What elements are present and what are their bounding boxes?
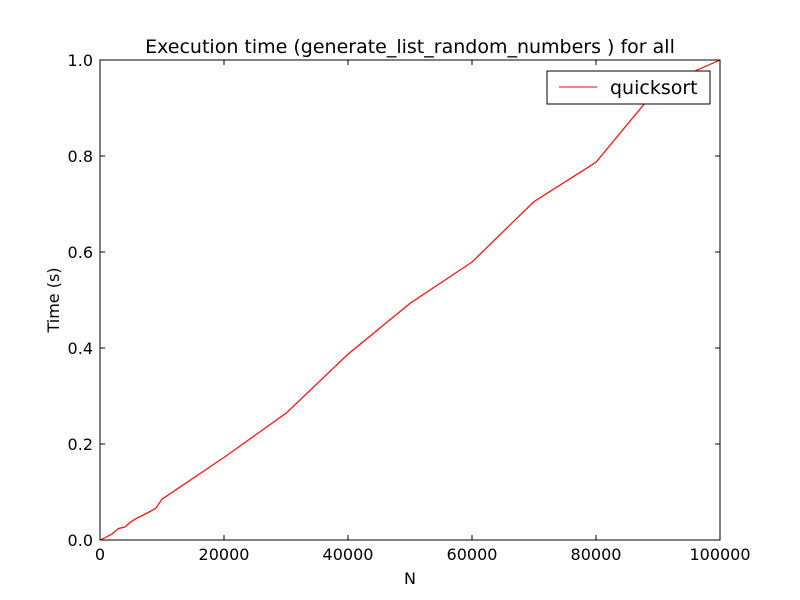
y-tick-label: 0.2: [68, 435, 93, 454]
x-axis: 0 20000 40000 60000 80000 100000: [95, 60, 751, 564]
x-tick-label: 80000: [571, 545, 622, 564]
y-tick-label: 0.0: [68, 531, 93, 550]
legend: quicksort: [546, 70, 711, 105]
x-tick-label: 0: [95, 545, 105, 564]
x-tick-label: 20000: [199, 545, 250, 564]
x-tick-label: 40000: [323, 545, 374, 564]
chart-title: Execution time (generate_list_random_num…: [145, 36, 675, 58]
x-tick-label: 100000: [689, 545, 750, 564]
series-line-quicksort: [99, 59, 721, 541]
plot-area: [99, 59, 721, 541]
y-axis-label: Time (s): [44, 267, 63, 333]
y-tick-label: 0.6: [68, 243, 93, 262]
x-tick-label: 60000: [447, 545, 498, 564]
plot-frame: [99, 59, 721, 541]
y-tick-label: 1.0: [68, 51, 93, 70]
legend-label-quicksort: quicksort: [610, 77, 698, 99]
y-axis: 0.0 0.2 0.4 0.6 0.8 1.0: [68, 51, 720, 550]
y-tick-label: 0.4: [68, 339, 93, 358]
y-tick-label: 0.8: [68, 147, 93, 166]
x-axis-label: N: [404, 569, 416, 588]
